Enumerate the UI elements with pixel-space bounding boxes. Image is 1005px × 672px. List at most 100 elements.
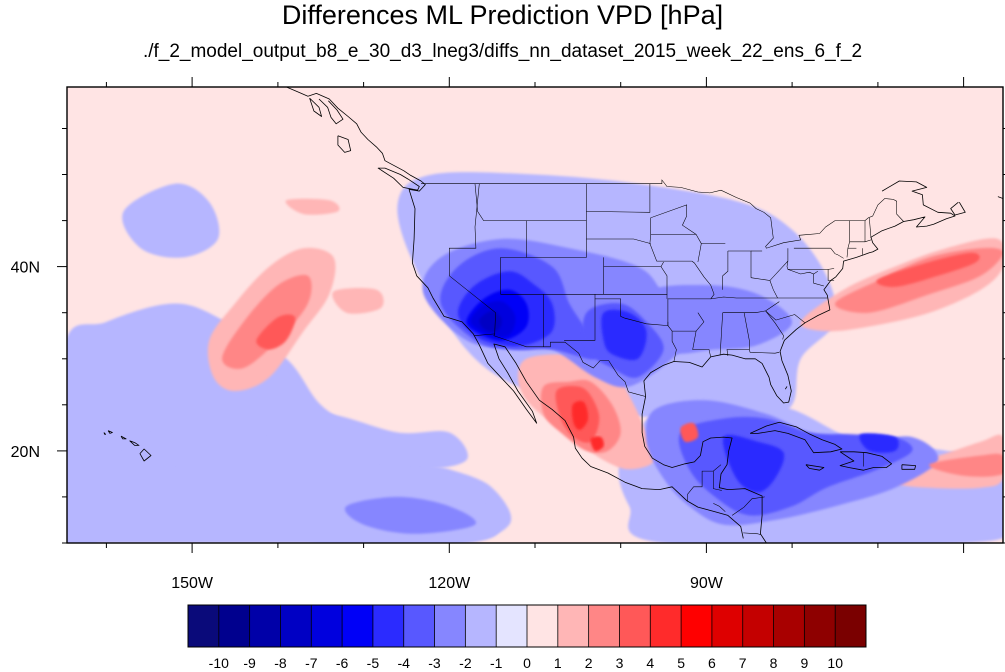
political-boundaries [421,179,904,535]
colorbar-label: 10 [827,655,843,671]
contour-region-20 [929,453,1003,477]
boundary-line-18 [650,204,697,235]
contour-region-30 [722,434,785,493]
colorbar-box [403,605,435,647]
boundary-line-35 [719,312,723,356]
colorbar-label: 5 [677,655,685,671]
colorbar-label: 7 [739,655,747,671]
colorbar-label: -10 [209,655,229,671]
coastline-7 [805,464,825,471]
x-tick-label: 150W [171,575,214,592]
coastline-9 [286,87,426,192]
contour-region-15 [644,285,793,354]
contour-region-29 [601,309,647,361]
map-subtitle: ./f_2_model_output_b8_e_30_d3_lneg3/diff… [142,41,863,62]
colorbar-box [465,605,497,647]
colorbar-box [588,605,620,647]
boundary-line-3 [500,220,544,347]
boundary-line-48 [687,464,722,502]
colorbar-label: 9 [801,655,809,671]
boundary-line-40 [692,312,711,357]
boundary-line-22 [722,251,729,290]
colorbar-label: 6 [708,655,716,671]
coastline-8 [901,464,916,470]
colorbar-label: -6 [336,655,349,671]
boundary-line-44 [827,269,835,281]
colorbar-box [249,605,281,647]
boundary-line-1 [474,333,646,397]
contour-region-11 [332,288,384,314]
colorbar-box [619,605,651,647]
colorbar-box [372,605,405,647]
colorbar-box [711,605,744,647]
boundary-line-20 [691,260,715,300]
contour-region-5 [255,411,468,470]
map-title: Differences ML Prediction VPD [hPa] [281,0,724,30]
contour-region-26 [876,252,980,287]
colorbar-labels: -10 -9 -8 -7 -6 -5 -4 -3 -2 -1 0 1 2 3 4 5 6 7 8 9 10 [209,655,844,671]
y-tick-label: 40N [11,260,40,277]
x-tick-label: 90W [690,575,724,592]
colorbar-box [218,605,250,647]
boundary-line-37 [749,349,780,354]
coastline-6 [839,451,892,471]
boundary-line-38 [765,310,806,324]
boundary-line-5 [526,183,587,258]
colorbar-box [557,605,589,647]
colorbar-label: -3 [428,655,441,671]
coastlines [103,87,1003,543]
boundary-line-10 [586,183,651,213]
colorbar-label: 3 [616,655,624,671]
colorbar-box [773,605,805,647]
boundary-line-23 [727,250,752,278]
axis-labels: 150W 120W 90W 40N 20N [11,260,724,592]
colorbar [187,604,867,648]
boundary-line-43 [769,260,789,281]
colorbar-label: 1 [554,655,562,671]
boundary-line-0 [421,179,904,249]
contour-region-12 [285,198,340,215]
colorbar-label: -7 [305,655,318,671]
boundary-line-27 [830,248,844,259]
boundary-line-46 [787,269,814,275]
y-tick-label: 20N [11,444,40,461]
colorbar-label: -1 [490,655,503,671]
coastline-13 [309,97,322,117]
boundary-line-14 [667,325,677,362]
coastline-16 [120,435,127,440]
colorbar-label: -4 [397,655,410,671]
difference-field [67,172,1003,543]
contour-region-16 [344,496,477,534]
colorbar-box [434,605,466,647]
x-tick-label: 120W [428,575,471,592]
plot-area [66,86,1004,544]
colorbar-box [835,605,867,647]
boundary-line-28 [846,220,850,258]
coastline-10 [377,167,420,191]
boundary-line-39 [765,310,784,340]
coastline-11 [337,135,352,153]
boundary-line-49 [713,488,722,491]
boundary-line-9 [586,238,651,244]
coastline-4 [997,196,1003,199]
colorbar-box [311,605,343,647]
boundary-line-52 [731,496,765,516]
colorbar-label: -9 [243,655,256,671]
boundary-line-42 [750,277,778,299]
contour-region-36 [479,310,502,332]
coastline-15 [129,440,140,446]
colorbar-label: 8 [770,655,778,671]
coastline-12 [318,98,344,125]
boundary-line-2 [449,183,496,334]
coastline-2 [643,180,956,404]
colorbar-box [280,605,312,647]
colorbar-label: -2 [459,655,472,671]
coastline-19 [784,386,788,390]
boundary-line-33 [869,217,872,239]
coastline-17 [107,430,113,434]
coastline-3 [950,201,966,216]
colorbar-box [496,605,528,647]
contour-region-17 [222,274,312,369]
coastline-18 [103,432,106,435]
boundary-line-4 [474,183,527,221]
